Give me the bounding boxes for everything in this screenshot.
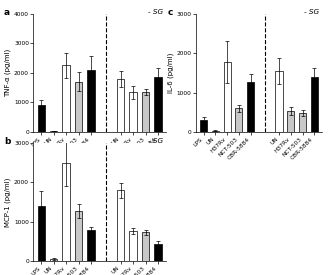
- Bar: [117, 190, 124, 261]
- Text: a: a: [4, 8, 10, 17]
- Y-axis label: MCP-1 (pg/ml): MCP-1 (pg/ml): [5, 177, 11, 227]
- Bar: [223, 62, 231, 132]
- Bar: [276, 70, 283, 132]
- Bar: [38, 206, 45, 261]
- Bar: [154, 244, 162, 261]
- Bar: [235, 108, 242, 132]
- Text: b: b: [4, 137, 10, 146]
- Bar: [75, 211, 82, 261]
- Bar: [117, 79, 124, 132]
- Text: - SG: - SG: [148, 9, 163, 15]
- Bar: [38, 105, 45, 132]
- Text: - SG: - SG: [304, 9, 319, 15]
- Bar: [87, 70, 95, 132]
- Text: - SG: - SG: [148, 138, 163, 144]
- Y-axis label: TNF-α (pg/ml): TNF-α (pg/ml): [5, 49, 11, 97]
- Bar: [247, 82, 254, 132]
- Bar: [154, 77, 162, 132]
- Bar: [75, 82, 82, 132]
- Bar: [62, 65, 70, 132]
- Text: c: c: [168, 8, 174, 17]
- Bar: [142, 232, 149, 261]
- Bar: [87, 230, 95, 261]
- Bar: [287, 111, 294, 132]
- Y-axis label: IL-6 (pg/ml): IL-6 (pg/ml): [167, 53, 174, 93]
- Bar: [50, 259, 57, 261]
- Bar: [311, 77, 318, 132]
- Bar: [129, 92, 137, 132]
- Bar: [142, 92, 149, 132]
- Bar: [129, 231, 137, 261]
- Bar: [299, 113, 306, 132]
- Bar: [50, 131, 57, 132]
- Bar: [200, 120, 207, 132]
- Bar: [212, 131, 219, 132]
- Bar: [62, 164, 70, 261]
